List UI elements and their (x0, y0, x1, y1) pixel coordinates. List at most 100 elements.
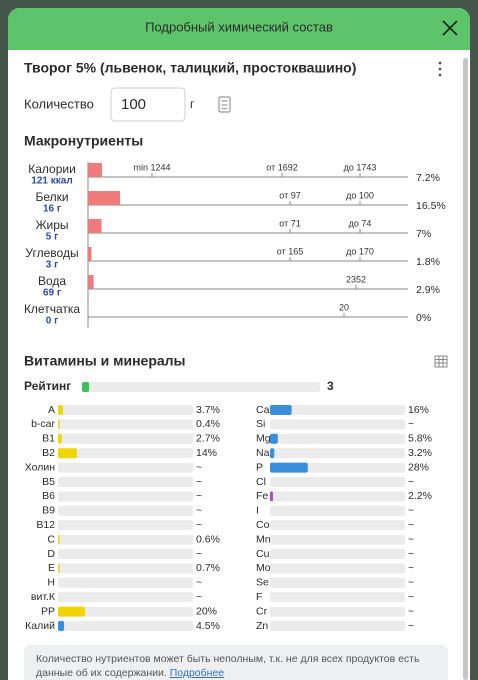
nutrient-track (58, 505, 193, 516)
quantity-input[interactable] (110, 87, 186, 122)
nutrient-value: ~ (408, 605, 414, 617)
macro-bar (88, 163, 102, 177)
macros-title: Макронутриенты (24, 133, 143, 149)
nutrient-track (58, 477, 193, 487)
nutrient-name: вит.К (31, 591, 56, 603)
nutrient-bar (270, 448, 275, 459)
nutrient-bar (58, 606, 85, 617)
nutrient-track (270, 577, 405, 588)
nutrient-name: A (48, 404, 55, 416)
dialog-title: Подробный химический состав (145, 19, 333, 34)
menu-button[interactable] (438, 61, 442, 77)
nutrient-track (58, 491, 193, 502)
nutrient-track (58, 563, 193, 574)
nutrient-track (58, 592, 193, 603)
nutrient-track (270, 477, 405, 487)
macro-amount: 5 г (46, 232, 59, 243)
nutrient-name: Холин (25, 461, 55, 473)
macro-bar (88, 275, 94, 289)
nutrient-value: 0.4% (196, 418, 220, 430)
nutrient-bar (270, 462, 308, 473)
nutrient-value: ~ (408, 418, 414, 430)
nutrient-track (58, 433, 193, 444)
nutrient-name: B5 (42, 476, 55, 488)
nutrient-name: Mg (256, 433, 271, 445)
product-name: Творог 5% (львенок, талицкий, простокваш… (24, 60, 356, 76)
nutrient-name: Zn (256, 620, 268, 632)
nutrient-track (270, 534, 405, 545)
nutrient-bar (58, 433, 62, 444)
nutrient-name: D (47, 548, 55, 560)
note: Количество нутриентов может быть неполны… (36, 653, 420, 679)
nutrient-track (270, 405, 405, 415)
nutrient-track (58, 621, 193, 631)
nutrient-track (58, 419, 193, 430)
close-button[interactable] (442, 20, 458, 36)
nutrient-bar (58, 405, 63, 415)
macro-name: Белки (35, 190, 68, 204)
nutrient-bar (270, 405, 292, 415)
nutrient-value: ~ (408, 476, 414, 488)
nutrient-track (270, 606, 405, 617)
nutrient-value: ~ (408, 548, 414, 560)
macro-amount: 121 ккал (31, 176, 72, 187)
nutrient-name: B1 (42, 433, 55, 445)
nutrient-value: ~ (196, 505, 202, 517)
macro-name: Вода (38, 274, 66, 288)
macro-bar (88, 191, 121, 205)
nutrient-name: I (256, 505, 259, 517)
nutrient-name: B6 (42, 490, 55, 502)
nutrient-value: ~ (196, 577, 202, 589)
note-box (24, 645, 448, 680)
nutrient-value: ~ (196, 591, 202, 603)
nutrient-value: 16% (408, 404, 429, 416)
macro-percent: 7% (416, 228, 431, 240)
note-body: Количество нутриентов может быть неполны… (36, 653, 420, 679)
nutrient-track (58, 606, 193, 617)
nutrient-name: Ca (256, 404, 270, 416)
macro-percent: 16.5% (416, 200, 446, 212)
table-icon[interactable] (434, 355, 448, 368)
nutrient-bar (58, 621, 65, 631)
macro-amount: 69 г (43, 288, 61, 299)
nutrient-name: Mo (256, 562, 271, 574)
nutrient-value: 14% (196, 447, 217, 459)
nutrient-value: ~ (408, 591, 414, 603)
macro-marker-label: от 71 (279, 218, 300, 228)
macro-marker-label: от 165 (277, 246, 303, 256)
macro-amount: 16 г (43, 204, 61, 215)
nutrient-track (58, 577, 193, 588)
nutrient-bar (58, 563, 60, 574)
nutrient-value: 20% (196, 605, 217, 617)
macro-marker-label: от 1692 (266, 162, 297, 172)
nutrient-name: B12 (36, 519, 55, 531)
nutrient-name: Fe (256, 490, 268, 502)
calculator-icon[interactable] (218, 96, 231, 113)
vitamins-title: Витамины и минералы (24, 353, 186, 369)
macro-marker-label: до 1743 (344, 162, 377, 172)
macro-amount: 3 г (46, 260, 59, 271)
quantity-value: 100 (121, 96, 146, 113)
macro-name: Жиры (35, 218, 68, 232)
note-link[interactable]: Подробнее (169, 667, 225, 679)
nutrient-value: 2.2% (408, 490, 432, 502)
scrollbar[interactable] (463, 58, 468, 680)
nutrient-track (58, 549, 193, 559)
macro-marker-label: до 100 (346, 190, 374, 200)
nutrient-name: Cu (256, 548, 270, 560)
rating-track (82, 382, 320, 392)
dialog-header (8, 8, 470, 50)
nutrient-track (270, 592, 405, 603)
nutrient-track (58, 520, 193, 531)
macro-name: Углеводы (25, 246, 78, 260)
nutrient-name: E (48, 562, 55, 574)
nutrient-track (270, 505, 405, 516)
nutrient-value: ~ (196, 476, 202, 488)
nutrient-name: H (47, 577, 55, 589)
macro-name: Клетчатка (24, 302, 80, 316)
macro-marker-label: 20 (339, 302, 349, 312)
nutrient-bar (270, 433, 278, 444)
macro-amount: 0 г (46, 316, 59, 327)
nutrient-name: B2 (42, 447, 55, 459)
